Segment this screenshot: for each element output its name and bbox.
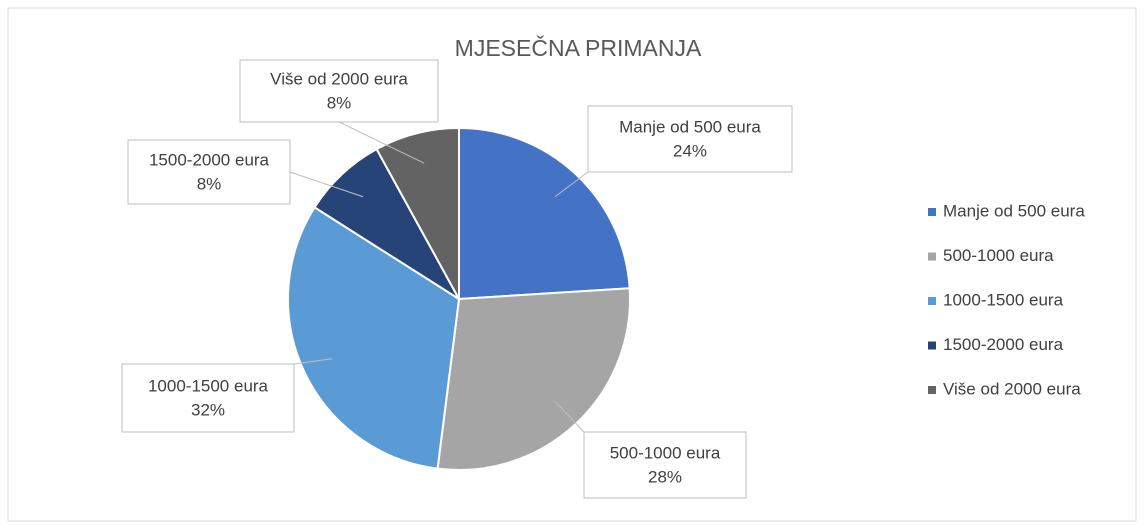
label-box [583, 431, 747, 499]
data-label-category: 1000-1500 eura [148, 376, 269, 395]
legend-swatch [928, 208, 936, 216]
label-box [587, 105, 793, 173]
legend-label: 500-1000 eura [943, 246, 1054, 265]
data-label-category: 1500-2000 eura [149, 150, 270, 169]
data-label-value: 24% [673, 141, 707, 160]
data-label-category: Manje od 500 eura [619, 117, 761, 136]
legend-label: Manje od 500 eura [943, 201, 1085, 220]
legend-label: 1500-2000 eura [943, 335, 1064, 354]
chart-title: MJESEČNA PRIMANJA [455, 34, 702, 61]
data-label-category: 500-1000 eura [610, 443, 721, 462]
label-box [239, 59, 439, 123]
pie-slice [375, 126, 460, 300]
leader-line [338, 121, 425, 164]
data-label-value: 32% [191, 400, 225, 419]
pie-slice [458, 126, 631, 301]
legend-swatch [928, 297, 936, 305]
legend-label: Više od 2000 eura [943, 379, 1081, 398]
leader-line [293, 358, 333, 365]
label-box [121, 363, 295, 433]
data-label-category: Više od 2000 eura [270, 69, 408, 88]
legend-label: 1000-1500 eura [943, 290, 1064, 309]
leader-line [554, 400, 585, 433]
leader-line [554, 171, 589, 198]
legend-swatch [928, 341, 936, 350]
legend-swatch [928, 386, 936, 394]
label-box [127, 139, 291, 205]
data-label-value: 8% [327, 93, 352, 112]
data-label-value: 8% [197, 174, 222, 193]
data-label-value: 28% [648, 467, 682, 486]
legend-swatch [928, 252, 936, 261]
leader-line [289, 171, 364, 198]
